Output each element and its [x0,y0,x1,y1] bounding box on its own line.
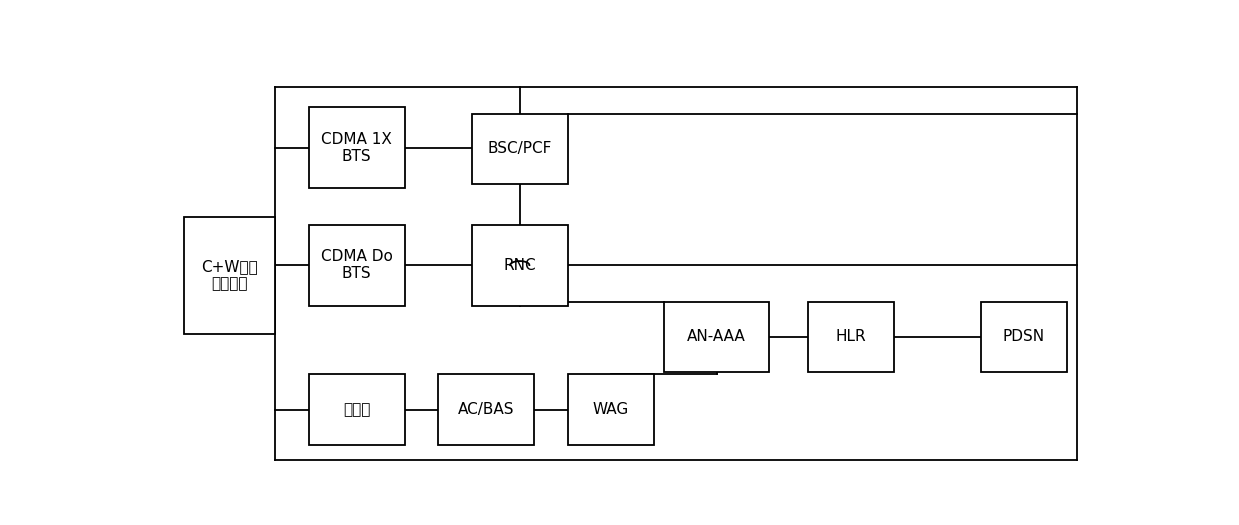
Text: PDSN: PDSN [1002,329,1044,344]
FancyBboxPatch shape [472,113,567,184]
Text: HLR: HLR [836,329,866,344]
Text: BSC/PCF: BSC/PCF [488,141,551,156]
FancyBboxPatch shape [472,225,567,306]
FancyBboxPatch shape [309,374,404,445]
FancyBboxPatch shape [439,374,534,445]
FancyBboxPatch shape [309,108,404,188]
FancyBboxPatch shape [808,301,895,372]
FancyBboxPatch shape [664,301,769,372]
Text: CDMA Do
BTS: CDMA Do BTS [321,249,393,281]
Text: AC/BAS: AC/BAS [458,402,514,417]
Text: 接入点: 接入点 [343,402,370,417]
FancyBboxPatch shape [183,217,275,334]
FancyBboxPatch shape [309,225,404,306]
Text: C+W统一
认证终端: C+W统一 认证终端 [201,259,258,291]
FancyBboxPatch shape [981,301,1067,372]
Text: RNC: RNC [503,258,536,272]
Text: CDMA 1X
BTS: CDMA 1X BTS [321,132,392,164]
Text: AN-AAA: AN-AAA [688,329,746,344]
FancyBboxPatch shape [567,374,654,445]
Text: WAG: WAG [592,402,629,417]
